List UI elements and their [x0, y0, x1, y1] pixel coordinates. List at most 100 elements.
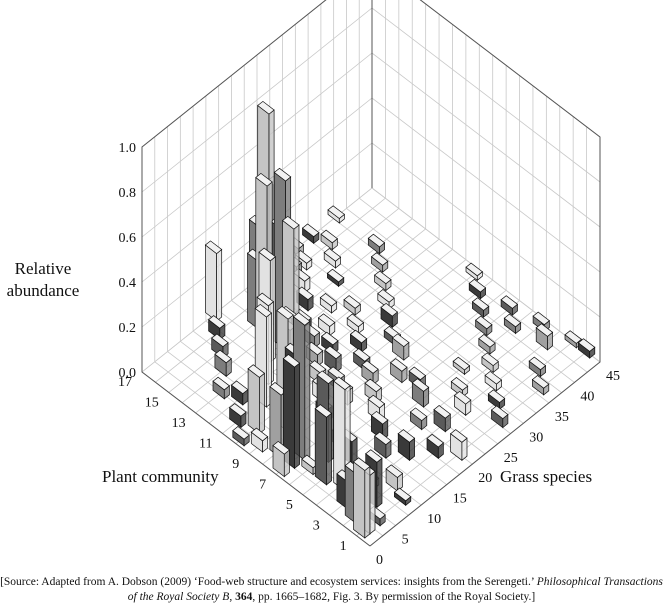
- bar-face-top: [292, 312, 311, 326]
- source-prefix: [Source: Adapted from A. Dobson (2009) ‘…: [0, 576, 537, 588]
- z-tick-label: 25: [504, 451, 518, 466]
- bar-face-top: [333, 376, 351, 391]
- bar-face-top: [426, 433, 444, 448]
- source-volume: 364: [235, 591, 253, 603]
- bar-face-top: [349, 329, 368, 344]
- bar-face-top: [276, 305, 294, 320]
- bar-face-top: [319, 293, 338, 307]
- bar: [471, 297, 490, 318]
- bar: [319, 293, 338, 314]
- bar: [374, 431, 392, 459]
- bar: [426, 433, 444, 460]
- bar-face-top: [452, 356, 471, 371]
- bar-face-top: [214, 349, 232, 364]
- bar: [229, 403, 247, 429]
- bar: [214, 349, 232, 378]
- bar-face-top: [323, 248, 342, 262]
- bar-face-top: [411, 378, 430, 392]
- bar-face-top: [528, 356, 547, 371]
- bar: [232, 426, 250, 447]
- x-axis-title: Plant community: [102, 467, 219, 486]
- bar-face-top: [273, 167, 292, 182]
- bar-face-top: [230, 380, 249, 395]
- z-tick-label: 35: [555, 410, 569, 425]
- bar-face-top: [487, 389, 506, 403]
- x-tick-label: 15: [145, 396, 159, 411]
- z-tick-label: 20: [478, 471, 492, 486]
- bar-face-top: [314, 404, 333, 418]
- bar-face-top: [433, 405, 451, 419]
- bar-face-top: [204, 240, 223, 255]
- bar: [468, 278, 487, 300]
- bar-face-top: [475, 315, 493, 330]
- bar-face-top: [247, 364, 266, 378]
- bar-face-side: [369, 470, 376, 535]
- z-tick-label: 45: [606, 369, 620, 384]
- bar-face-top: [532, 311, 550, 326]
- bar-face-top: [352, 457, 371, 471]
- bar-face-top: [500, 295, 519, 309]
- y-tick-label: 1.0: [119, 141, 137, 156]
- bar-face-side: [364, 465, 371, 539]
- x-tick-label: 13: [172, 416, 186, 431]
- bar: [326, 268, 345, 288]
- bar-face-top: [364, 378, 382, 393]
- bar: [301, 223, 320, 245]
- z-tick-label: 0: [376, 553, 383, 568]
- bar-face-top: [361, 360, 379, 374]
- bar-face-top: [374, 431, 392, 446]
- bar-face-top: [397, 429, 416, 443]
- ticks: 0.00.20.40.60.81.01357911131517051015202…: [118, 141, 620, 568]
- bar-face-top: [343, 295, 361, 309]
- bar-face-top: [324, 345, 342, 360]
- bar: [323, 248, 342, 269]
- bar-face-top: [353, 348, 371, 362]
- y-tick-label: 0.4: [119, 276, 137, 291]
- z-tick-label: 15: [453, 492, 467, 507]
- x-tick-label: 9: [232, 457, 239, 472]
- bar: [327, 205, 345, 224]
- bar-face-top: [377, 289, 395, 303]
- bar-face-top: [272, 440, 290, 455]
- bar: [247, 364, 266, 435]
- bar: [314, 404, 333, 486]
- bar-face-top: [465, 262, 483, 277]
- bar: [503, 313, 522, 335]
- bar-chart-3d: 0.00.20.40.60.81.01357911131517051015202…: [118, 0, 620, 568]
- grid-line: [320, 228, 550, 404]
- bar-face-top: [478, 334, 496, 348]
- bar-face-top: [577, 338, 596, 352]
- bar-face-top: [320, 229, 338, 244]
- bar-face-top: [250, 427, 269, 442]
- bar: [349, 329, 368, 353]
- bar-face-top: [490, 405, 509, 420]
- bar-face-top: [317, 313, 336, 327]
- bar: [370, 252, 389, 273]
- bar-face-top: [346, 313, 365, 328]
- z-axis-title: Grass species: [500, 467, 593, 486]
- bar: [393, 487, 412, 507]
- source-middle: ,: [229, 591, 236, 603]
- y-axis-title: Relative abundance: [6, 258, 80, 302]
- bar-face-top: [468, 278, 487, 293]
- bar-face-top: [229, 403, 247, 417]
- bar: [450, 429, 468, 462]
- bar-face-top: [211, 333, 229, 348]
- z-tick-label: 5: [402, 533, 409, 548]
- bar: [433, 405, 451, 433]
- bar-face-side: [304, 320, 311, 462]
- bar-face-top: [282, 354, 301, 368]
- bar: [230, 380, 249, 406]
- y-axis-title-line1: Relative: [14, 259, 72, 278]
- bar: [320, 229, 338, 251]
- bar-face-top: [301, 223, 320, 238]
- bar-face-top: [316, 370, 335, 385]
- bar-face-top: [374, 270, 392, 285]
- bar-face-top: [450, 429, 468, 443]
- z-tick-label: 10: [427, 512, 441, 527]
- bar: [453, 390, 472, 417]
- bar-face-side: [326, 412, 332, 486]
- bar-face-top: [254, 303, 273, 318]
- x-tick-label: 3: [313, 518, 320, 533]
- bar-face-top: [212, 376, 230, 391]
